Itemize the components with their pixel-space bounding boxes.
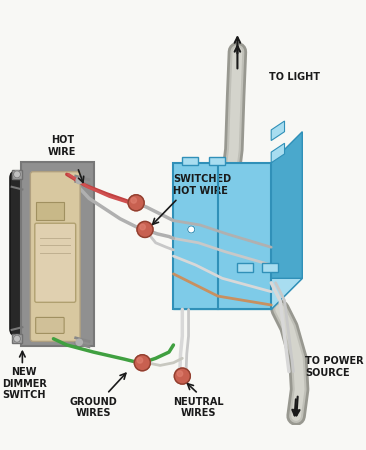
Circle shape — [177, 371, 183, 377]
FancyBboxPatch shape — [36, 317, 64, 333]
Polygon shape — [173, 278, 302, 310]
Circle shape — [134, 355, 150, 371]
FancyBboxPatch shape — [35, 223, 76, 302]
Text: GROUND
WIRES: GROUND WIRES — [70, 396, 117, 418]
Text: TO LIGHT: TO LIGHT — [269, 72, 320, 81]
FancyBboxPatch shape — [10, 171, 82, 336]
FancyBboxPatch shape — [18, 174, 37, 339]
Circle shape — [76, 177, 82, 184]
Polygon shape — [271, 121, 284, 140]
FancyBboxPatch shape — [173, 163, 271, 310]
FancyBboxPatch shape — [36, 202, 64, 220]
Circle shape — [131, 198, 137, 203]
Text: SWITCHED
HOT WIRE: SWITCHED HOT WIRE — [173, 174, 232, 196]
Text: NEUTRAL
WIRES: NEUTRAL WIRES — [173, 396, 224, 418]
FancyBboxPatch shape — [12, 334, 22, 343]
Circle shape — [137, 221, 153, 238]
Circle shape — [14, 335, 20, 342]
Circle shape — [188, 226, 195, 233]
Text: NEW
DIMMER
SWITCH: NEW DIMMER SWITCH — [2, 367, 46, 400]
Circle shape — [76, 339, 82, 346]
Circle shape — [140, 224, 145, 230]
FancyBboxPatch shape — [182, 157, 198, 166]
Text: TO POWER
SOURCE: TO POWER SOURCE — [305, 356, 363, 378]
Polygon shape — [262, 263, 278, 272]
Polygon shape — [271, 132, 302, 310]
Circle shape — [128, 195, 144, 211]
FancyBboxPatch shape — [22, 162, 94, 346]
Polygon shape — [238, 263, 253, 272]
FancyBboxPatch shape — [12, 170, 22, 179]
Circle shape — [14, 171, 20, 178]
Text: HOT
WIRE: HOT WIRE — [48, 135, 76, 157]
FancyBboxPatch shape — [30, 172, 80, 342]
Polygon shape — [271, 143, 284, 163]
Circle shape — [137, 358, 143, 363]
Circle shape — [174, 368, 190, 384]
FancyBboxPatch shape — [209, 157, 225, 166]
